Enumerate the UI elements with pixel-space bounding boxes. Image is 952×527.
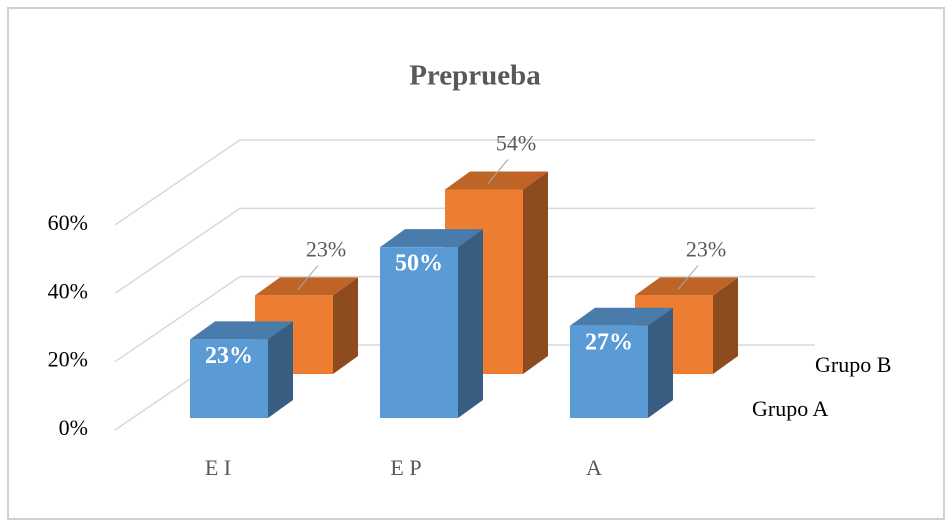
x-tick-label: A [586, 455, 602, 480]
bar-front [570, 325, 648, 418]
data-label: 23% [686, 236, 726, 261]
grid-line [114, 207, 815, 294]
bar-top [380, 229, 483, 248]
bar-front [190, 339, 268, 418]
bar-top [445, 171, 548, 190]
series-label: Grupo A [752, 396, 829, 421]
bar-side [333, 277, 358, 374]
grid-line [114, 139, 815, 226]
bar-top [190, 321, 293, 340]
leader-line [487, 159, 509, 184]
y-tick-label: 60% [48, 210, 88, 235]
series-label: Grupo B [815, 352, 891, 377]
bar-front [380, 247, 458, 418]
bar-side [648, 307, 673, 418]
bar-top [635, 277, 738, 296]
bar [445, 171, 548, 374]
leader-line [677, 265, 699, 290]
bar-top [570, 307, 673, 326]
x-tick-label: E P [390, 455, 421, 480]
bar [380, 229, 483, 418]
y-tick-label: 40% [48, 278, 88, 303]
bar-side [713, 277, 738, 374]
chart-title: Preprueba [409, 60, 541, 92]
data-label: 54% [496, 131, 536, 156]
x-tick-label: E I [205, 455, 231, 480]
data-label: 27% [585, 329, 633, 355]
bar-side [523, 171, 548, 374]
y-tick-label: 0% [59, 415, 88, 440]
data-label: 50% [395, 251, 443, 277]
leader-line [297, 265, 319, 290]
grid-line [114, 275, 815, 363]
bar-top [255, 277, 358, 296]
data-label: 23% [306, 236, 346, 261]
bar-side [268, 321, 293, 418]
bar-side [458, 229, 483, 418]
bar [570, 307, 673, 418]
y-tick-label: 20% [48, 347, 88, 372]
bar [190, 321, 293, 418]
data-label: 23% [205, 343, 253, 369]
